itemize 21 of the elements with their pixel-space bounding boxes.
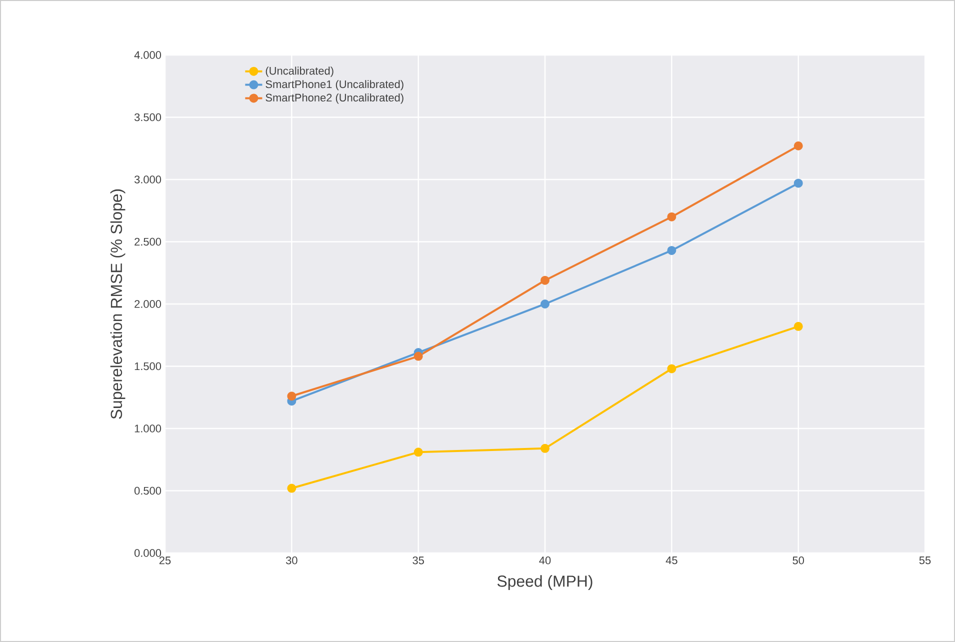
legend-label: SmartPhone1 (Uncalibrated) <box>266 80 404 90</box>
y-tick-label: 1.000 <box>134 424 162 432</box>
y-tick-label: 0.500 <box>134 486 162 495</box>
legend-label: SmartPhone2 (Uncalibrated) <box>266 93 404 104</box>
y-tick-label: 3.000 <box>134 176 162 184</box>
x-tick-label: 40 <box>539 556 551 564</box>
x-tick-label: 30 <box>286 556 298 564</box>
x-tick-label: 50 <box>792 556 804 564</box>
x-tick-label: 45 <box>666 556 678 564</box>
y-tick-label: 1.500 <box>134 362 162 370</box>
legend-label: (Uncalibrated) <box>266 66 334 77</box>
x-tick-label: 55 <box>919 556 931 564</box>
y-tick-label: 2.500 <box>134 238 162 246</box>
y-tick-label: 3.500 <box>134 113 162 122</box>
x-axis-title: Speed (MPH) <box>497 575 592 590</box>
y-tick-label: 4.000 <box>134 51 162 59</box>
y-tick-label: 2.000 <box>134 300 162 308</box>
x-tick-label: 25 <box>159 556 171 564</box>
y-tick-label: 0.000 <box>134 549 162 557</box>
x-tick-label: 35 <box>412 556 424 564</box>
y-axis-title: Superelevation RMSE (% Slope) <box>110 189 126 419</box>
